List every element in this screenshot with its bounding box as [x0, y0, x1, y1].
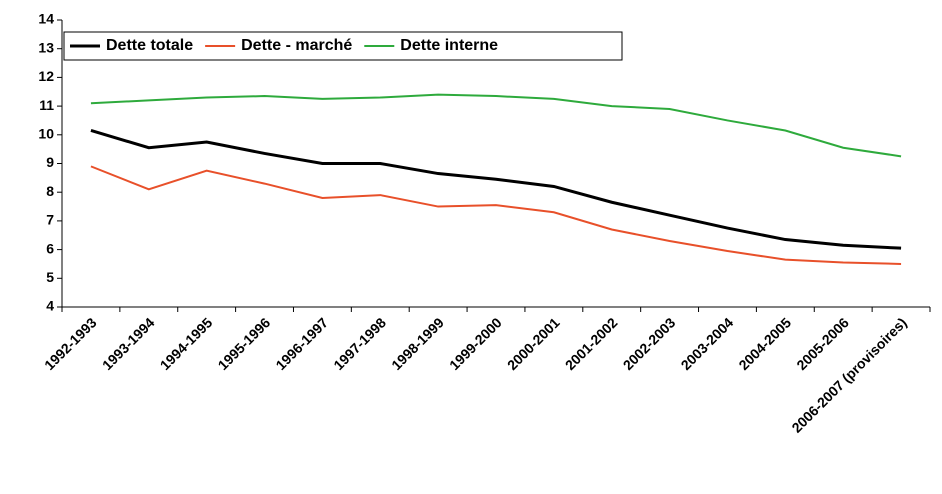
x-tick-label: 2003-2004 [678, 314, 737, 373]
series-line [90, 165, 902, 265]
x-tick-label: 1996-1997 [272, 314, 331, 373]
x-tick-label: 1992-1993 [41, 314, 100, 373]
legend-label: Dette - marché [241, 37, 352, 54]
y-tick-label: 5 [46, 269, 54, 285]
x-tick-label: 2005-2006 [793, 314, 852, 373]
legend-box [63, 31, 623, 61]
series-line [90, 129, 902, 250]
x-tick-label: 1993-1994 [99, 314, 158, 373]
legend-label: Dette totale [106, 37, 193, 54]
y-tick-label: 10 [38, 126, 54, 142]
series-line [90, 93, 902, 158]
x-tick-label: 2006-2007 (provisoires) [788, 314, 909, 435]
y-tick-label: 7 [46, 212, 54, 228]
x-tick-label: 1997-1998 [330, 314, 389, 373]
y-tick-label: 13 [38, 39, 54, 55]
y-tick-label: 14 [38, 11, 54, 27]
y-tick-label: 9 [46, 154, 54, 170]
x-tick-label: 2001-2002 [562, 314, 621, 373]
x-tick-label: 2004-2005 [735, 314, 794, 373]
x-tick-label: 1995-1996 [215, 314, 274, 373]
y-tick-label: 4 [46, 298, 54, 314]
x-tick-label: 1994-1995 [157, 314, 216, 373]
x-tick-label: 1998-1999 [388, 314, 447, 373]
y-tick-label: 8 [46, 183, 54, 199]
x-tick-label: 1999-2000 [446, 314, 505, 373]
legend-label: Dette interne [400, 37, 498, 54]
x-tick-label: 2000-2001 [504, 314, 563, 373]
y-tick-label: 11 [39, 97, 54, 113]
x-tick-label: 2002-2003 [620, 314, 679, 373]
y-tick-label: 6 [46, 240, 54, 256]
y-tick-label: 12 [38, 68, 54, 84]
